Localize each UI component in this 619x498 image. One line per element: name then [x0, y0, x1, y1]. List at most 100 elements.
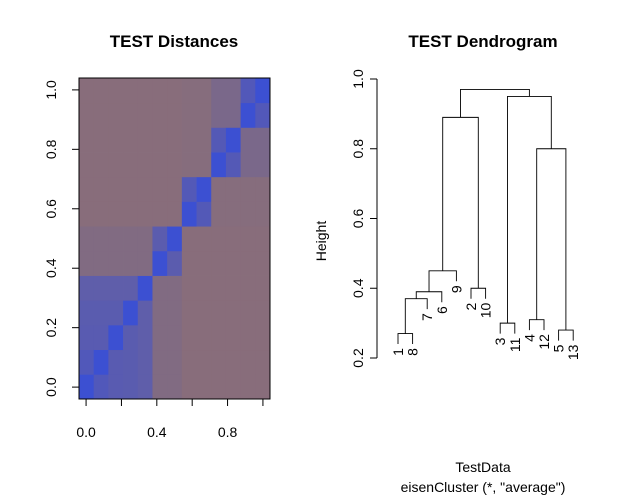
heatmap-cell — [240, 127, 256, 153]
heatmap-cell — [240, 349, 256, 375]
heatmap-cell — [79, 127, 95, 153]
heatmap-x-axis: 0.0 0.4 0.8 — [76, 398, 264, 440]
heatmap-cell — [240, 152, 256, 178]
heatmap-cell — [123, 201, 139, 227]
dendrogram-link — [428, 270, 457, 292]
heatmap-cell — [79, 201, 95, 227]
dendrogram-leaf-label: 10 — [478, 303, 494, 319]
heatmap-title: TEST Distances — [110, 32, 239, 51]
heatmap-cell — [137, 374, 153, 400]
heatmap-cell — [123, 127, 139, 153]
heatmap-cell — [240, 300, 256, 326]
dendrogram-leaf-label: 9 — [448, 285, 464, 293]
heatmap-cell — [211, 127, 227, 153]
heatmap-cell — [211, 374, 227, 400]
heatmap-cell — [225, 127, 242, 153]
heatmap-cell — [240, 324, 256, 351]
heatmap-cell — [196, 102, 212, 128]
heatmap-cell — [123, 324, 139, 351]
heatmap-cell — [181, 250, 197, 276]
heatmap-cell — [255, 152, 271, 178]
heatmap-cell — [108, 250, 124, 276]
heatmap-y-tick-label: 1.0 — [43, 80, 59, 100]
heatmap-cell — [108, 102, 124, 128]
heatmap-cell — [137, 300, 153, 326]
dendrogram-leaf-label: 8 — [405, 348, 421, 356]
dendrogram-link — [415, 291, 443, 303]
heatmap-cell — [79, 176, 95, 202]
heatmap-cell — [167, 300, 183, 326]
heatmap-cell — [225, 152, 242, 178]
heatmap-cell — [93, 300, 109, 326]
heatmap-cell — [196, 176, 212, 202]
heatmap-cell — [211, 201, 227, 227]
heatmap-cell — [167, 152, 183, 178]
heatmap-cell — [255, 300, 271, 326]
heatmap-cell — [225, 250, 242, 276]
heatmap-cell — [211, 300, 227, 326]
heatmap-cell — [93, 324, 109, 351]
heatmap-cell — [240, 374, 256, 400]
dendrogram-leaf-label: 5 — [551, 344, 567, 352]
heatmap-y-tick-label: 0.6 — [43, 199, 59, 219]
heatmap-cell — [123, 102, 139, 128]
dendrogram-links — [397, 89, 574, 345]
heatmap-cell — [108, 300, 124, 326]
dendrogram-y-label: Height — [313, 221, 329, 262]
heatmap-cell — [137, 226, 153, 252]
heatmap-cell — [79, 226, 95, 252]
heatmap-cell — [181, 78, 197, 104]
dendrogram-y-tick-label: 0.4 — [350, 278, 366, 298]
heatmap-y-tick-label: 0.8 — [43, 139, 59, 159]
heatmap-cell — [123, 78, 139, 104]
heatmap-cell — [181, 102, 197, 128]
heatmap-cell — [79, 78, 95, 104]
heatmap-cell — [225, 226, 242, 252]
heatmap-cell — [181, 201, 197, 227]
dendrogram-leaf-label: 6 — [434, 306, 450, 314]
dendrogram-link — [442, 116, 479, 289]
heatmap-cell — [240, 226, 256, 252]
heatmap-cell — [255, 226, 271, 252]
heatmap-y-tick-label: 0.2 — [43, 318, 59, 338]
heatmap-x-tick-label: 0.4 — [147, 424, 167, 440]
heatmap-cell — [108, 201, 124, 227]
heatmap-cell — [108, 78, 124, 104]
heatmap-cell — [108, 349, 124, 375]
heatmap-y-tick-label: 0.0 — [43, 377, 59, 397]
heatmap-cell — [137, 349, 153, 375]
heatmap-cell — [225, 102, 242, 128]
heatmap-cell — [196, 374, 212, 400]
heatmap-cell — [123, 275, 139, 301]
heatmap-cell — [137, 152, 153, 178]
heatmap-cell — [225, 176, 242, 202]
heatmap-cell — [181, 226, 197, 252]
heatmap-cell — [181, 275, 197, 301]
heatmap-cell — [108, 324, 124, 351]
dendrogram-link — [507, 95, 552, 324]
heatmap-cell — [211, 152, 227, 178]
heatmap-cell — [152, 176, 168, 202]
heatmap-cell — [108, 226, 124, 252]
heatmap-cell — [93, 152, 109, 178]
heatmap-cell — [108, 152, 124, 178]
dendrogram-link — [528, 319, 545, 331]
heatmap-cell — [93, 275, 109, 301]
heatmap-cell — [137, 201, 153, 227]
heatmap-cell — [225, 374, 242, 400]
heatmap-cell — [181, 127, 197, 153]
dendrogram-sublabel: eisenCluster (*, "average") — [401, 479, 566, 495]
heatmap-cell — [211, 250, 227, 276]
heatmap-cell — [211, 102, 227, 128]
heatmap-cell — [225, 201, 242, 227]
dendrogram-link — [460, 89, 530, 118]
dendrogram-leaf-label: 4 — [521, 334, 537, 342]
heatmap-cell — [79, 275, 95, 301]
heatmap-cell — [225, 275, 242, 301]
heatmap-cell — [255, 250, 271, 276]
heatmap-cell — [181, 324, 197, 351]
heatmap-cell — [225, 349, 242, 375]
dendrogram-x-label: TestData — [455, 459, 510, 475]
dendrogram-y-tick-label: 0.8 — [350, 139, 366, 159]
